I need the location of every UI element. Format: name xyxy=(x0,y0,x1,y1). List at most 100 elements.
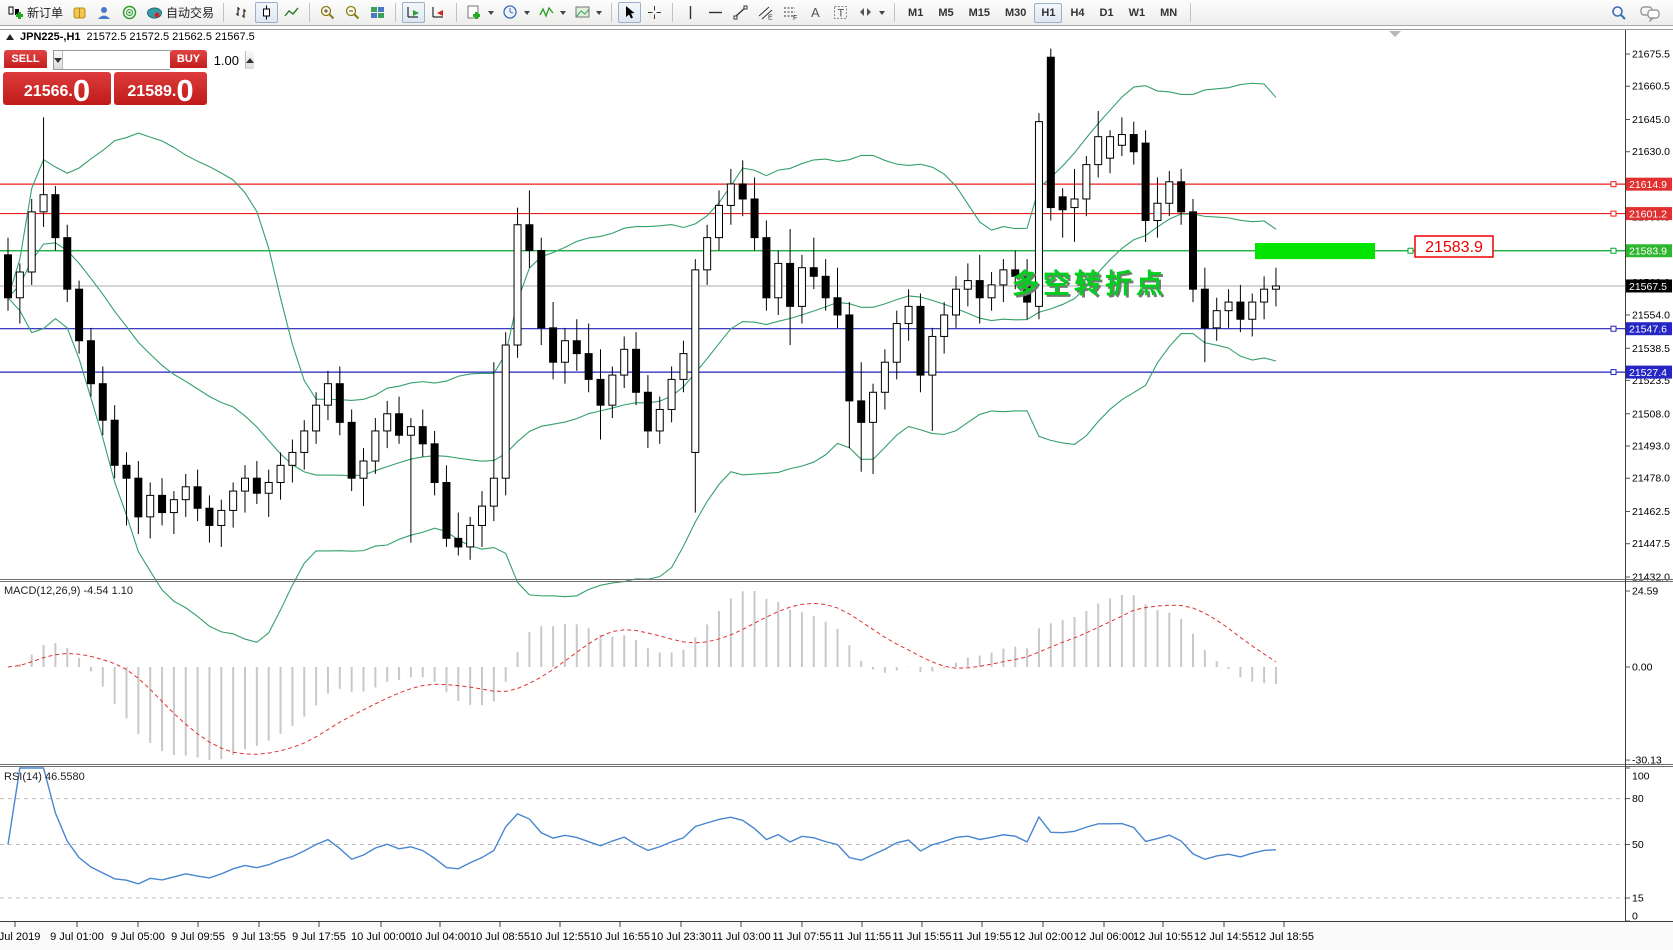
crosshair-tool-button[interactable] xyxy=(643,2,666,23)
candle-body xyxy=(489,477,498,507)
macd-tick-label: -30.13 xyxy=(1632,755,1662,767)
signals-button[interactable] xyxy=(118,2,141,23)
timeframe-H4[interactable]: H4 xyxy=(1070,6,1085,19)
sell-price-display[interactable]: 21566. 0 xyxy=(3,72,111,108)
candle-body xyxy=(572,340,581,355)
level-line-handle[interactable] xyxy=(1610,369,1617,376)
timeframe-M1[interactable]: M1 xyxy=(908,6,924,19)
trendline-tool-button[interactable] xyxy=(729,2,752,23)
level-line-handle[interactable] xyxy=(1610,247,1617,254)
cursor-tool-button[interactable] xyxy=(618,2,642,23)
price-tag-box[interactable] xyxy=(1414,235,1494,258)
candle-body xyxy=(1023,275,1032,303)
level-line-handle[interactable] xyxy=(1610,210,1617,217)
price-level-label xyxy=(1626,177,1672,191)
candle-body xyxy=(940,314,949,337)
auto-scroll-icon xyxy=(407,7,420,18)
volume-input[interactable] xyxy=(63,51,245,69)
candle-body xyxy=(335,383,344,423)
fibonacci-tool-button[interactable]: F xyxy=(779,2,802,23)
candle-body xyxy=(158,494,167,514)
timeframe-M5[interactable]: M5 xyxy=(938,6,954,19)
bar-chart-mode-button[interactable] xyxy=(230,2,253,23)
chart-shift-button[interactable] xyxy=(427,2,450,23)
level-line-handle[interactable] xyxy=(1610,181,1617,188)
candle-body xyxy=(797,267,806,307)
clock-icon xyxy=(503,5,517,19)
highlight-rectangle[interactable] xyxy=(1255,243,1375,260)
new-chart-button[interactable] xyxy=(463,2,497,23)
fibonacci-icon: F xyxy=(784,7,797,21)
price-level-label xyxy=(1626,365,1672,379)
buy-price-display[interactable]: 21589. 0 xyxy=(114,72,207,106)
vertical-line-icon xyxy=(689,6,692,19)
text-tool-button[interactable]: A xyxy=(804,2,827,23)
sell-button[interactable]: SELL xyxy=(4,50,47,70)
channel-tool-button[interactable]: E xyxy=(754,2,777,23)
scroll-position-marker[interactable] xyxy=(1389,31,1401,37)
candle-body xyxy=(501,344,510,479)
price-tag-text[interactable]: 21583.9 xyxy=(1425,239,1483,256)
auto-scroll-button[interactable] xyxy=(402,2,426,23)
level-line-handle[interactable] xyxy=(1610,325,1617,332)
search-button[interactable] xyxy=(1607,2,1631,23)
zoom-out-button[interactable] xyxy=(341,2,364,23)
candle-body xyxy=(418,426,427,445)
horizontal-line-tool-button[interactable] xyxy=(704,2,727,23)
buy-button[interactable]: BUY xyxy=(170,50,207,70)
autotrading-button[interactable]: 自动交易 xyxy=(143,2,217,23)
arrows-icon xyxy=(860,8,872,16)
annotation-text[interactable]: 多空转折点 xyxy=(1012,268,1167,299)
chart-ohlc-values: 21572.5 21572.5 21562.5 21567.5 xyxy=(86,31,255,43)
macd-signal-line xyxy=(7,602,1277,755)
templates-button[interactable] xyxy=(571,2,605,23)
zoom-in-button[interactable] xyxy=(316,2,339,23)
separator xyxy=(1190,3,1192,22)
svg-text:E: E xyxy=(768,15,773,22)
price-tick-label: 21554.0 xyxy=(1632,309,1670,321)
periods-button[interactable] xyxy=(499,2,533,23)
candle-body xyxy=(1094,136,1103,166)
svg-text:A: A xyxy=(811,5,820,20)
separator xyxy=(395,3,397,22)
one-click-trading-panel: SELL BUY 21566.0 21589.0 xyxy=(3,50,254,108)
candle-body xyxy=(821,275,830,299)
vertical-line-tool-button[interactable] xyxy=(679,2,702,23)
indicators-button[interactable] xyxy=(535,2,569,23)
candle-body xyxy=(1011,269,1020,277)
time-tick-label: 10 Jul 04:00 xyxy=(410,931,470,943)
panel-collapse-icon[interactable] xyxy=(6,34,14,40)
time-tick-label: 10 Jul 16:55 xyxy=(590,931,650,943)
market-watch-button[interactable] xyxy=(68,2,91,23)
time-tick-label: 10 Jul 23:30 xyxy=(651,931,711,943)
timeframe-M15[interactable]: M15 xyxy=(968,6,990,19)
bar-chart-icon xyxy=(236,7,247,18)
text-label-tool-button[interactable]: T xyxy=(829,2,852,23)
volume-increase-button[interactable] xyxy=(245,51,254,69)
tile-windows-button[interactable] xyxy=(366,2,389,23)
new-order-button[interactable]: 新订单 xyxy=(4,2,66,23)
timeframe-D1[interactable]: D1 xyxy=(1099,6,1114,19)
rsi-tick-label: 50 xyxy=(1632,839,1644,851)
level-line-handle[interactable] xyxy=(1407,247,1414,254)
price-tick-label: 21538.5 xyxy=(1632,343,1670,355)
new-order-icon xyxy=(8,6,23,19)
timeframe-M30[interactable]: M30 xyxy=(1005,6,1027,19)
time-axis-strip[interactable] xyxy=(0,922,1673,950)
line-chart-mode-button[interactable] xyxy=(280,2,303,23)
sell-price-frac: 0 xyxy=(72,72,91,108)
buy-price-dot: . xyxy=(171,83,177,100)
person-cloud-icon xyxy=(98,7,111,19)
timeframe-MN[interactable]: MN xyxy=(1160,6,1178,19)
arrows-tool-button[interactable] xyxy=(854,2,888,23)
chat-button[interactable] xyxy=(1637,2,1663,23)
time-tick-label: 12 Jul 02:00 xyxy=(1013,931,1073,943)
candlestick-mode-button[interactable] xyxy=(255,2,279,23)
calendar-button[interactable] xyxy=(93,2,116,23)
timeframe-W1[interactable]: W1 xyxy=(1128,6,1146,19)
candle-body xyxy=(1117,134,1126,146)
candle-body xyxy=(1129,134,1138,153)
volume-decrease-button[interactable] xyxy=(54,51,63,69)
timeframe-H1[interactable]: H1 xyxy=(1034,2,1063,23)
